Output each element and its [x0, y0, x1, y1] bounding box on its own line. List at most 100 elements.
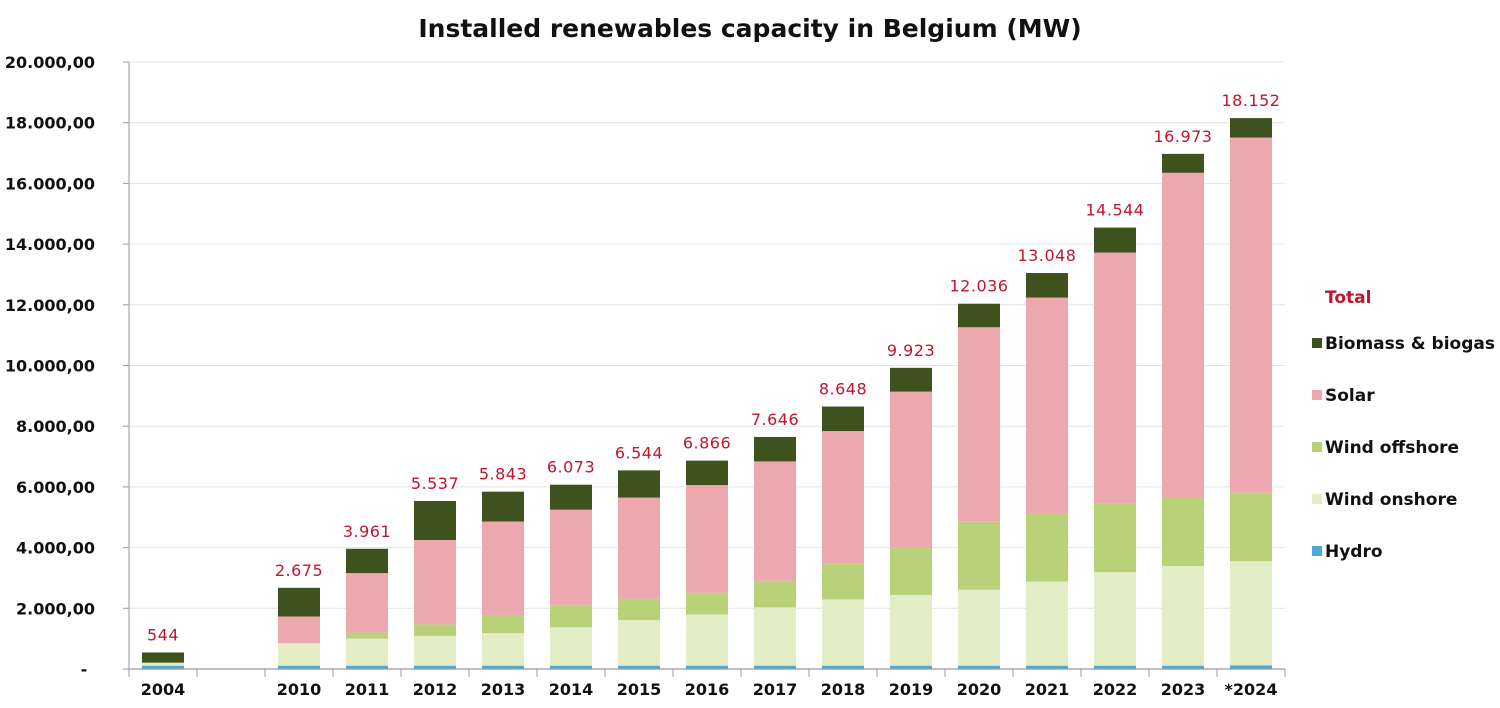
chart-title: Installed renewables capacity in Belgium…	[418, 14, 1081, 43]
legend-total-label: Total	[1325, 288, 1371, 308]
bar-segment-biomass-biogas	[550, 484, 592, 510]
bar-segment-wind-onshore	[346, 638, 388, 666]
bar-segment-biomass-biogas	[890, 367, 932, 392]
bar-segment-hydro	[754, 665, 796, 669]
x-tick-label: 2013	[481, 680, 526, 699]
legend-label: Hydro	[1325, 542, 1383, 562]
x-tick-label: 2016	[685, 680, 730, 699]
total-label: 18.152	[1222, 91, 1281, 110]
bar-segment-wind-offshore	[482, 614, 524, 634]
bar-segment-hydro	[618, 665, 660, 669]
bar-segment-biomass-biogas	[1162, 153, 1204, 173]
x-tick-label: 2020	[957, 680, 1002, 699]
bar-segment-biomass-biogas	[618, 470, 660, 498]
bar-segment-solar	[822, 431, 864, 564]
total-label: 6.073	[547, 458, 595, 477]
y-tick-label: 6.000,00	[16, 478, 95, 497]
bar-segment-hydro	[958, 665, 1000, 669]
bars	[142, 118, 1272, 669]
bar-segment-solar	[482, 521, 524, 615]
bar-segment-biomass-biogas	[1230, 118, 1272, 138]
bar-segment-solar	[414, 540, 456, 625]
bar-segment-hydro	[278, 665, 320, 669]
bar-segment-solar	[890, 391, 932, 548]
bar-segment-wind-offshore	[754, 580, 796, 608]
total-label: 5.843	[479, 465, 527, 484]
bar-segment-biomass-biogas	[346, 548, 388, 574]
gridlines	[129, 61, 1285, 609]
bar-segment-wind-offshore	[414, 624, 456, 636]
total-label: 13.048	[1018, 246, 1077, 265]
bar-segment-biomass-biogas	[822, 406, 864, 432]
legend-item-hydro: Hydro	[1312, 542, 1383, 562]
bar-segment-biomass-biogas	[142, 652, 184, 663]
legend-item-biomass-biogas: Biomass & biogas	[1312, 334, 1495, 354]
legend-item-wind-onshore: Wind onshore	[1312, 490, 1457, 510]
bar-segment-wind-onshore	[550, 627, 592, 666]
total-label: 16.973	[1154, 127, 1213, 146]
total-label: 6.866	[683, 434, 731, 453]
total-label: 544	[147, 625, 179, 644]
bar-segment-wind-onshore	[1094, 572, 1136, 666]
total-label: 6.544	[615, 443, 663, 462]
bar-segment-solar	[550, 509, 592, 606]
bar-segment-solar	[1026, 297, 1068, 514]
x-tick-label: 2021	[1025, 680, 1070, 699]
bar-segment-wind-onshore	[1230, 561, 1272, 666]
x-tick-label: 2019	[889, 680, 934, 699]
bar-segment-wind-onshore	[890, 594, 932, 666]
bar-segment-biomass-biogas	[754, 436, 796, 462]
bar-segment-hydro	[1094, 665, 1136, 669]
bar-segment-solar	[1094, 252, 1136, 504]
axes	[123, 61, 1286, 677]
bar-segment-solar	[618, 497, 660, 599]
bar-segment-wind-offshore	[346, 632, 388, 639]
y-tick-label: 16.000,00	[5, 174, 95, 193]
bar-segment-biomass-biogas	[278, 587, 320, 617]
x-tick-label: 2022	[1093, 680, 1138, 699]
x-tick-label: 2014	[549, 680, 594, 699]
bar-segment-wind-offshore	[1230, 492, 1272, 562]
total-label: 12.036	[950, 277, 1009, 296]
bar-segment-hydro	[1230, 665, 1272, 669]
bar-segment-wind-offshore	[822, 563, 864, 600]
bar-segment-hydro	[1162, 665, 1204, 669]
bar-segment-biomass-biogas	[686, 460, 728, 486]
bar-segment-wind-offshore	[550, 605, 592, 628]
y-tick-label: 20.000,00	[5, 53, 95, 72]
legend-swatch	[1312, 546, 1322, 556]
bar-segment-hydro	[550, 665, 592, 669]
legend-label: Wind offshore	[1325, 438, 1459, 458]
bar-segment-wind-onshore	[686, 614, 728, 666]
bar-segment-hydro	[890, 665, 932, 669]
total-label: 14.544	[1086, 201, 1145, 220]
bar-segment-wind-offshore	[1094, 503, 1136, 573]
total-label: 2.675	[275, 561, 323, 580]
bar-segment-wind-onshore	[1162, 566, 1204, 666]
bar-segment-biomass-biogas	[1094, 227, 1136, 253]
x-tick-label: 2015	[617, 680, 662, 699]
bar-segment-solar	[958, 327, 1000, 522]
x-tick-label: 2023	[1161, 680, 1206, 699]
bar-segment-biomass-biogas	[958, 303, 1000, 328]
total-label: 9.923	[887, 341, 935, 360]
y-tick-label: 14.000,00	[5, 235, 95, 254]
bar-segment-wind-onshore	[142, 662, 184, 666]
legend-item-solar: Solar	[1312, 386, 1375, 406]
legend-swatch	[1312, 390, 1322, 400]
legend-swatch	[1312, 338, 1322, 348]
legend-swatch	[1312, 442, 1322, 452]
bar-segment-hydro	[1026, 665, 1068, 669]
total-label: 5.537	[411, 474, 459, 493]
legend-label: Wind onshore	[1325, 490, 1457, 510]
x-tick-label: 2011	[345, 680, 390, 699]
bar-segment-solar	[686, 485, 728, 593]
bar-segment-wind-offshore	[1162, 497, 1204, 567]
total-label: 7.646	[751, 410, 799, 429]
x-tick-label: 2018	[821, 680, 866, 699]
bar-segment-wind-onshore	[1026, 581, 1068, 666]
bar-segment-hydro	[142, 665, 184, 669]
y-tick-label: 4.000,00	[16, 539, 95, 558]
bar-segment-wind-onshore	[482, 633, 524, 666]
